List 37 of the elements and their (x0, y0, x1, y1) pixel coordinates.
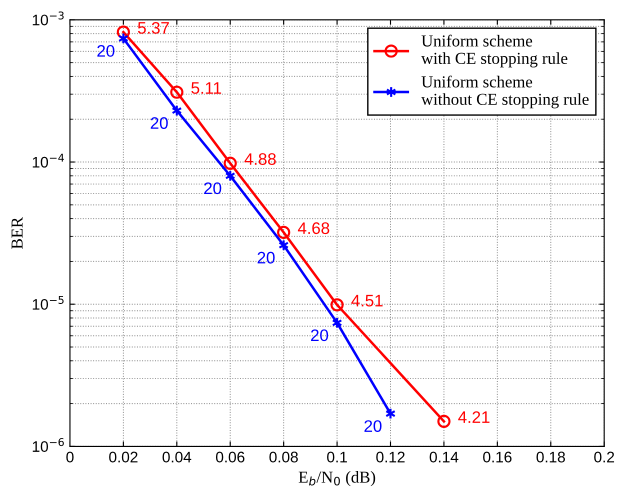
x-tick-label: 0.08 (269, 452, 298, 462)
y-tick-label: 10$^{−5}$ (32, 296, 64, 310)
point (330, 298, 344, 312)
point (437, 414, 451, 428)
x-tick-label: 0.1 (327, 452, 347, 462)
legend-label: Uniform scheme with CE stopping rule (421, 34, 568, 68)
y-tick-label: 10$^{−4}$ (32, 154, 64, 168)
annotation: 20 (204, 182, 222, 194)
legend-label: Uniform scheme without CE stopping rule (421, 76, 589, 108)
x-tick-label: 0.04 (162, 452, 192, 462)
annotation: 4.68 (298, 222, 330, 234)
y-axis-title: BER (12, 216, 23, 249)
point (277, 226, 290, 239)
x-tick-label: 0 (66, 452, 74, 462)
point (116, 25, 130, 39)
point (224, 156, 237, 170)
annotation: 20 (311, 329, 328, 342)
point (170, 86, 184, 99)
x-tick-label: 0.14 (430, 452, 458, 462)
annotation: 20 (150, 117, 168, 129)
x-tick-label: 0.16 (483, 452, 512, 462)
annotation: 4.21 (458, 411, 490, 423)
x-tick-label: 0.2 (594, 452, 614, 462)
annotation: 5.11 (191, 82, 222, 94)
x-axis-title: E$_{b}$/N$_{0}$ (dB) (298, 471, 376, 486)
x-tick-label: 0.06 (216, 452, 244, 462)
annotation: 20 (97, 44, 114, 57)
x-tick-label: 0.12 (376, 452, 405, 462)
x-tick-label: 0.02 (109, 452, 138, 462)
x-tick-label: 0.18 (536, 452, 565, 462)
y-tick-label: 10$^{−6}$ (32, 438, 64, 452)
annotation: 4.88 (244, 153, 276, 165)
y-tick-label: 10$^{−3}$ (32, 11, 64, 26)
annotation: 20 (258, 252, 275, 264)
annotation: 4.51 (351, 294, 383, 307)
annotation: 5.37 (138, 22, 169, 34)
annotation: 20 (364, 420, 382, 432)
